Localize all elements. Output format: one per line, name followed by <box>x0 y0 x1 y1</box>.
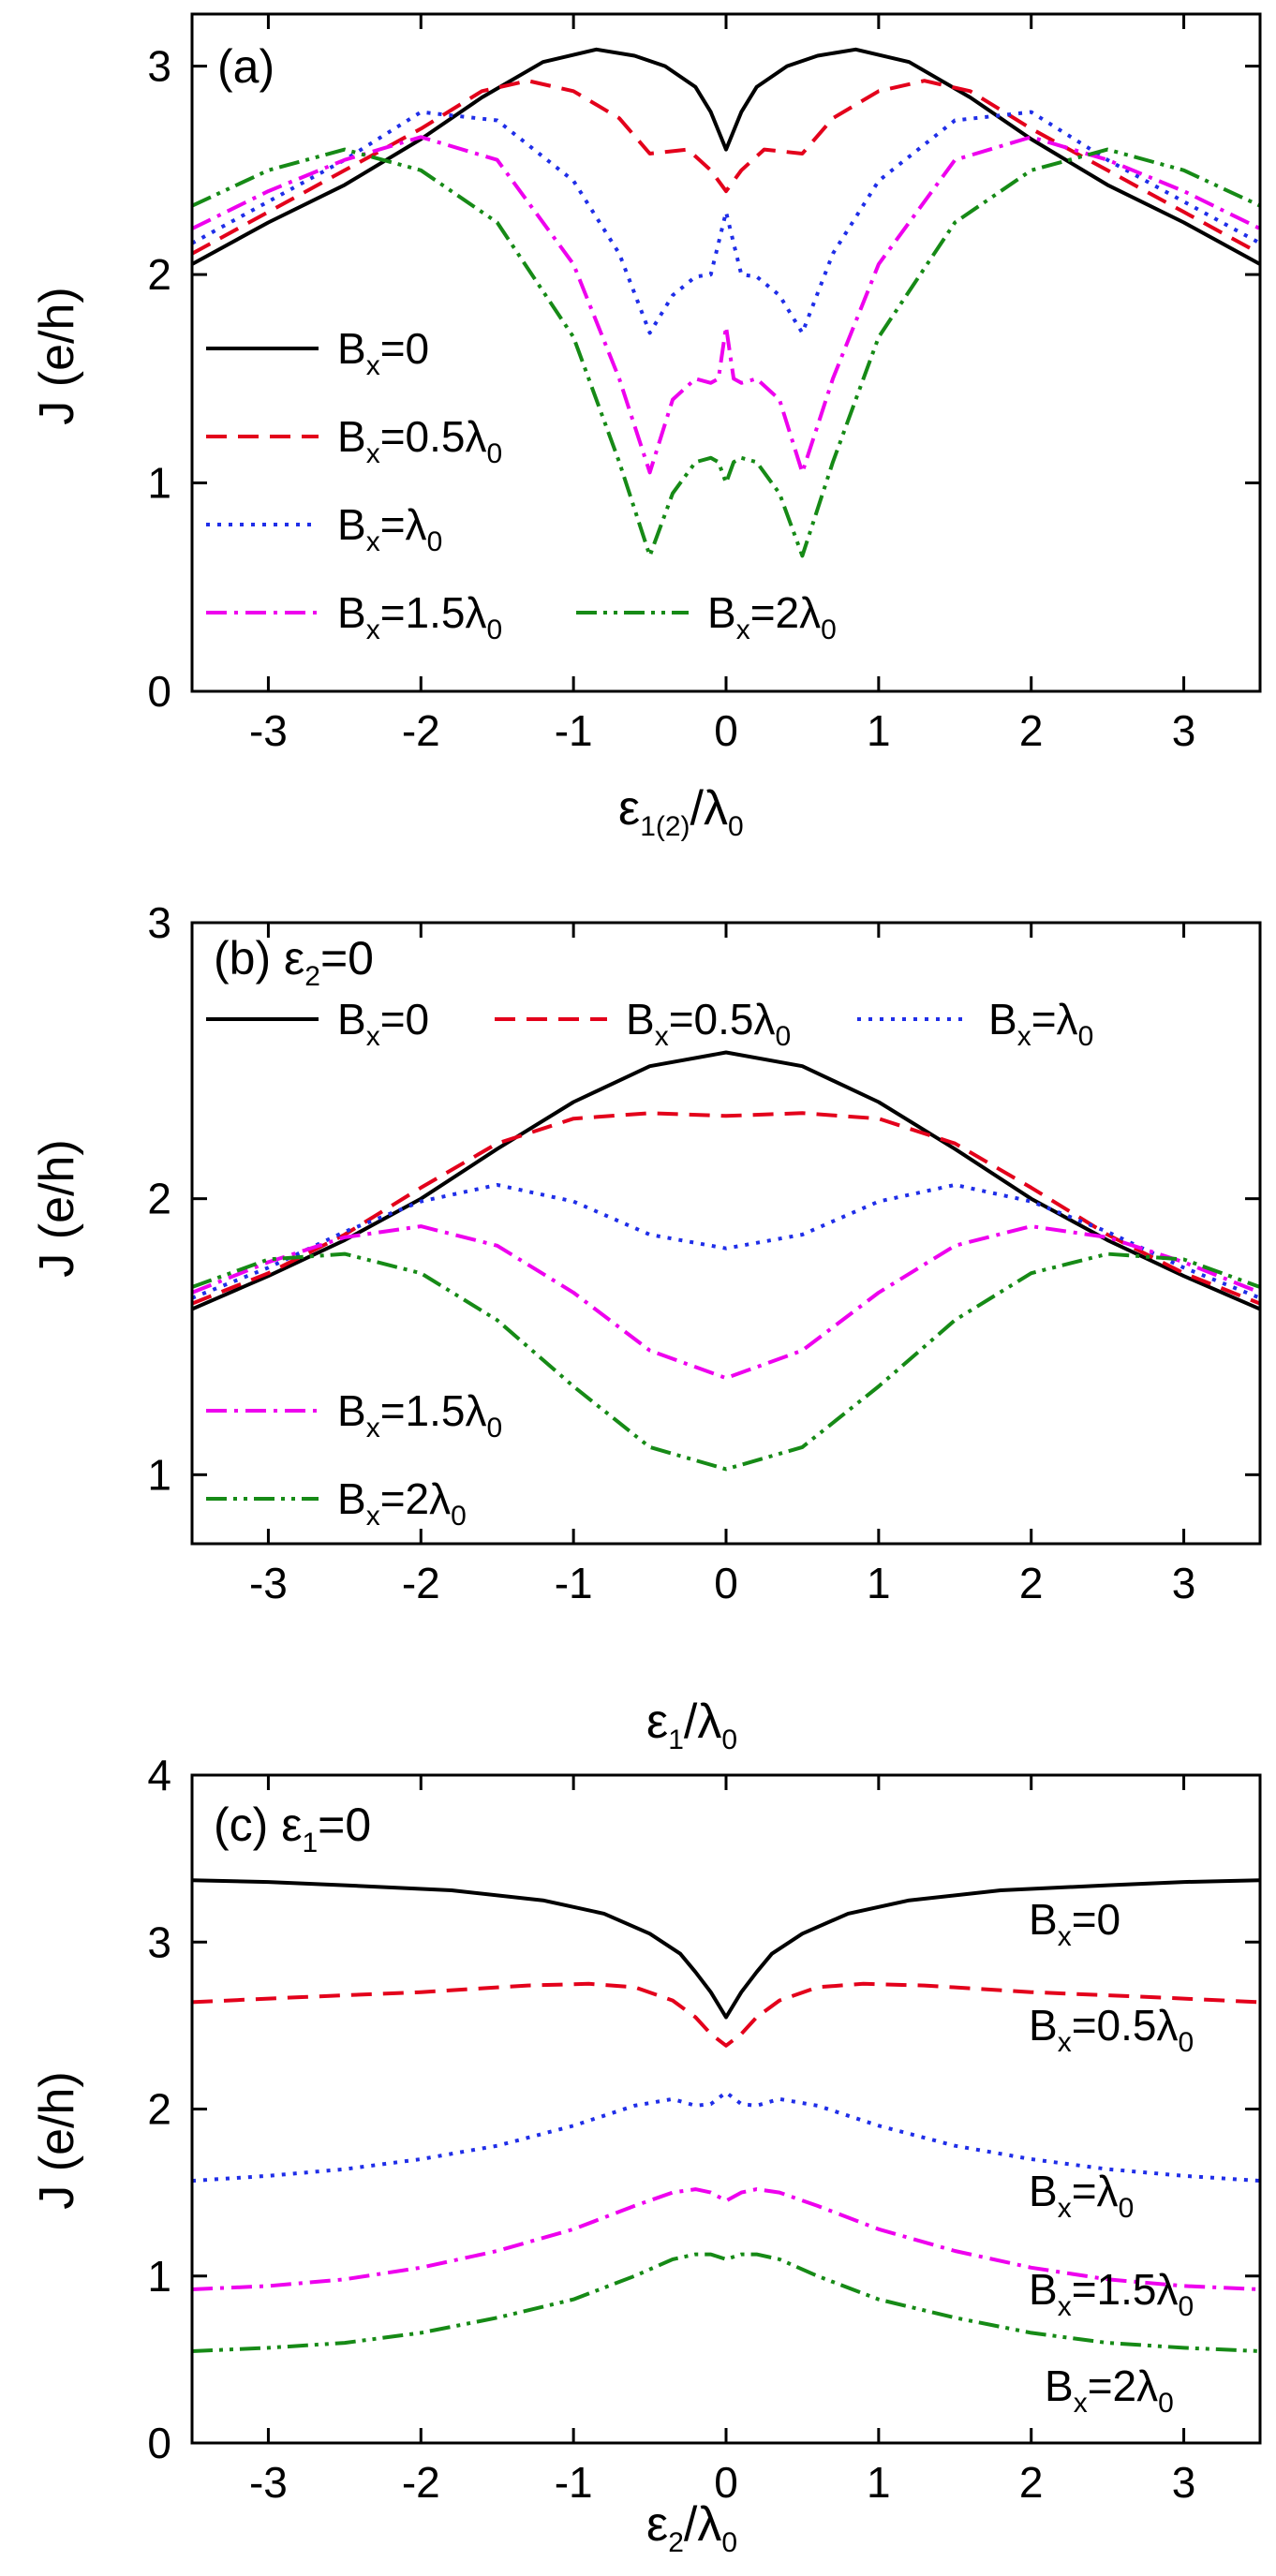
panel-b-legend: Bx=0 Bx=0.5λ0 Bx=λ0 Bx=1.5λ0 Bx=2λ0 <box>206 995 1093 1532</box>
panel-c-frame <box>190 1773 1262 2445</box>
panel-b-frame <box>190 921 1262 1546</box>
panel-b-xtick-label: -3 <box>249 1559 288 1607</box>
panel-a-ytick-label: 0 <box>147 667 171 716</box>
panel-a-ytick-label: 1 <box>147 459 171 508</box>
panel-b-xtick-label: 1 <box>867 1559 891 1607</box>
panel-b-xtick-label: 0 <box>714 1559 738 1607</box>
panel-c-ytick-label: 1 <box>147 2252 171 2301</box>
legend-label-bx-2: Bx=2λ0 <box>707 588 837 645</box>
panel-b: -3 -2 -1 0 1 2 3 1 2 3 (b) ε2=0 J (e/h) ε1/λ0 Bx=… <box>30 898 1262 1755</box>
legend-label-bx-1-5: Bx=1.5λ0 <box>337 588 502 645</box>
panel-b-curves <box>192 1050 1260 1472</box>
label-bx-1-5: Bx=1.5λ0 <box>1029 2265 1194 2322</box>
panel-a-frame <box>190 12 1262 693</box>
panel-a-curve-0 <box>192 47 1260 266</box>
panel-c-ytick-label: 2 <box>147 2085 171 2134</box>
panel-c-xtick-label: 1 <box>867 2458 891 2507</box>
panel-c-tag: (c) ε1=0 <box>214 1799 371 1858</box>
panel-c-ytick-label: 4 <box>147 1751 171 1799</box>
panel-a-ytick-label: 3 <box>147 42 171 91</box>
panel-a-xtick-label: 0 <box>714 706 738 755</box>
legend-label-bx-0-5: Bx=0.5λ0 <box>626 995 791 1052</box>
panel-c-xtick-label: 3 <box>1172 2458 1196 2507</box>
label-bx-1: Bx=λ0 <box>1029 2167 1134 2224</box>
panel-c-xtick-label: 0 <box>714 2458 738 2507</box>
panel-a-xtick-label: 1 <box>867 706 891 755</box>
label-bx-0: Bx=0 <box>1029 1895 1120 1952</box>
label-bx-2: Bx=2λ0 <box>1045 2361 1174 2419</box>
panel-c-curve-3 <box>192 2187 1260 2291</box>
panel-b-ytick-label: 3 <box>147 898 171 947</box>
panel-c-xtick-label: 2 <box>1019 2458 1044 2507</box>
panel-b-x-label: ε1/λ0 <box>646 1695 737 1755</box>
panel-a-ticks: -3 -2 -1 0 1 2 3 0 1 2 3 <box>147 14 1260 755</box>
panel-c-curve-4 <box>192 2252 1260 2353</box>
panel-a-xtick-label: 2 <box>1019 706 1044 755</box>
panel-b-curve-2 <box>192 1182 1260 1300</box>
panel-b-curve-4 <box>192 1251 1260 1472</box>
panel-b-xtick-label: -2 <box>402 1559 440 1607</box>
panel-c-y-label: J (e/h) <box>30 2071 84 2209</box>
panel-c-xtick-label: -2 <box>402 2458 440 2507</box>
panel-a-curve-4 <box>192 147 1260 558</box>
label-bx-0-5: Bx=0.5λ0 <box>1029 2001 1194 2058</box>
panel-a-xtick-label: -2 <box>402 706 440 755</box>
panel-a-xtick-label: 3 <box>1172 706 1196 755</box>
panel-a-xtick-label: -1 <box>555 706 593 755</box>
legend-label-bx-1-5: Bx=1.5λ0 <box>337 1386 502 1443</box>
panel-b-y-label: J (e/h) <box>30 1139 84 1277</box>
legend-label-bx-0: Bx=0 <box>337 324 429 381</box>
panel-a-curve-1 <box>192 79 1260 256</box>
legend-label-bx-0-5: Bx=0.5λ0 <box>337 412 502 469</box>
panel-c-curve-0 <box>192 1878 1260 2020</box>
panel-a-curves <box>192 47 1260 558</box>
panel-a-curve-3 <box>192 135 1260 475</box>
panel-c-curves <box>192 1878 1260 2353</box>
panel-b-xtick-label: 2 <box>1019 1559 1044 1607</box>
legend-label-bx-2: Bx=2λ0 <box>337 1474 467 1532</box>
panel-c-legend: Bx=0 Bx=0.5λ0 Bx=λ0 Bx=1.5λ0 Bx=2λ0 <box>1029 1895 1194 2419</box>
panel-a-legend: Bx=0 Bx=0.5λ0 Bx=λ0 Bx=1.5λ0 Bx=2λ0 <box>206 324 837 645</box>
panel-b-ytick-label: 2 <box>147 1175 171 1223</box>
panel-a-xtick-label: -3 <box>249 706 288 755</box>
panel-c-curve-1 <box>192 1981 1260 2048</box>
panel-c-xtick-label: -1 <box>555 2458 593 2507</box>
legend-label-bx-1: Bx=λ0 <box>988 995 1093 1052</box>
panel-c-ytick-label: 3 <box>147 1917 171 1966</box>
panel-b-xtick-label: -1 <box>555 1559 593 1607</box>
legend-label-bx-0: Bx=0 <box>337 995 429 1052</box>
panel-c-xtick-label: -3 <box>249 2458 288 2507</box>
panel-b-ytick-label: 1 <box>147 1450 171 1499</box>
panel-a-curve-2 <box>192 110 1260 335</box>
panel-a-tag: (a) <box>217 40 274 93</box>
panel-b-tag: (b) ε2=0 <box>214 932 374 992</box>
panel-b-curve-1 <box>192 1111 1260 1306</box>
panel-b-curve-3 <box>192 1224 1260 1381</box>
panel-a-y-label: J (e/h) <box>30 287 84 424</box>
panel-c-ytick-label: 0 <box>147 2419 171 2467</box>
legend-label-bx-1: Bx=λ0 <box>337 500 442 557</box>
panel-a-ytick-label: 2 <box>147 250 171 299</box>
panel-b-xtick-label: 3 <box>1172 1559 1196 1607</box>
panel-b-curve-0 <box>192 1050 1260 1311</box>
